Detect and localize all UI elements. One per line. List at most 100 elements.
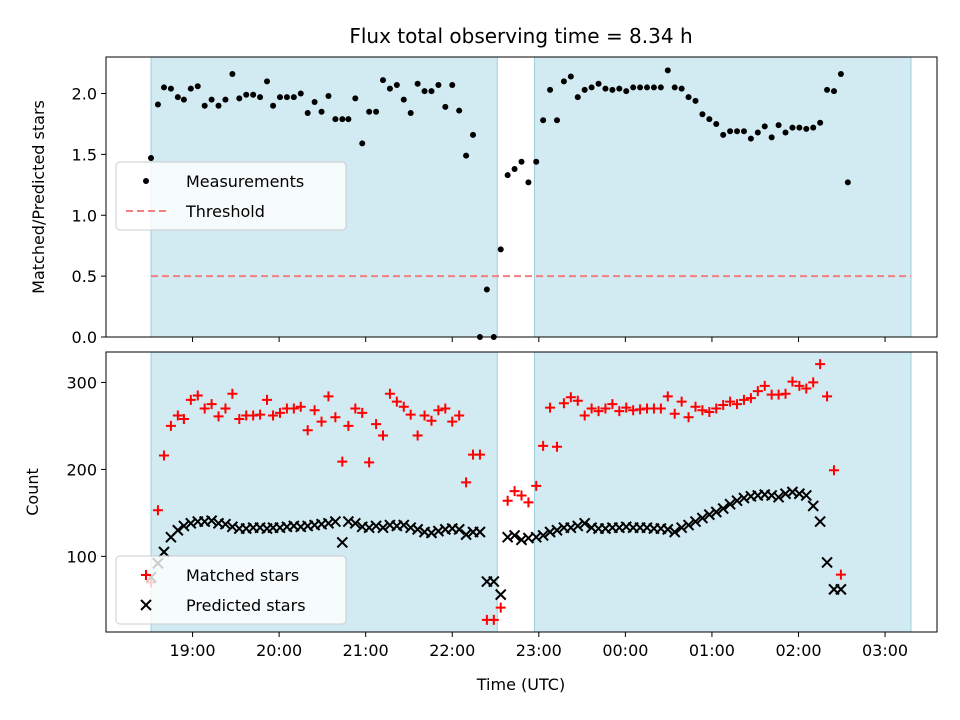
top-point-0-1 <box>154 101 161 108</box>
bottom-point-0-60 <box>558 398 569 409</box>
bottom-point-0-82 <box>711 403 722 414</box>
top-point-0-86 <box>740 128 747 135</box>
bottom-point-1-54 <box>515 534 528 546</box>
top-y-tick-label-3: 1.5 <box>72 145 97 164</box>
bottom-point-1-34 <box>377 521 389 534</box>
bottom-x-tick-label-4: 23:00 <box>516 641 562 660</box>
bottom-point-0-95 <box>801 383 812 394</box>
bottom-point-0-69 <box>621 402 632 413</box>
bottom-point-1-52 <box>501 531 514 543</box>
top-point-0-12 <box>229 71 236 78</box>
top-point-0-20 <box>283 94 290 101</box>
bottom-point-1-39 <box>411 523 424 536</box>
top-point-0-80 <box>699 111 706 118</box>
bottom-point-1-2 <box>158 546 170 558</box>
top-point-0-100 <box>837 71 844 78</box>
bottom-point-0-76 <box>669 408 680 419</box>
bottom-point-0-66 <box>600 403 611 414</box>
top-point-0-32 <box>366 108 373 115</box>
top-legend-label-0: Measurements <box>186 172 304 191</box>
chart-title: Flux total observing time = 8.34 h <box>349 24 692 48</box>
bottom-point-0-81 <box>704 407 715 417</box>
bottom-legend-marker-1 <box>140 599 152 611</box>
bottom-point-1-26 <box>322 517 335 530</box>
bottom-point-0-63 <box>579 410 590 421</box>
top-point-0-47 <box>470 131 477 138</box>
bottom-point-0-1 <box>152 505 163 516</box>
bottom-point-0-57 <box>538 440 549 451</box>
top-point-0-17 <box>264 78 271 85</box>
bottom-y-axis-label: Count <box>23 468 42 516</box>
top-point-0-101 <box>844 179 851 186</box>
bottom-point-0-21 <box>288 403 299 414</box>
top-point-0-91 <box>775 122 782 129</box>
top-point-0-6 <box>187 85 194 92</box>
top-point-0-34 <box>380 77 386 84</box>
bottom-point-0-26 <box>323 391 334 402</box>
bottom-point-0-8 <box>199 403 210 414</box>
bottom-point-0-87 <box>745 393 756 404</box>
bottom-x-tick-label-7: 02:00 <box>775 641 821 660</box>
bottom-point-1-27 <box>329 515 342 528</box>
bottom-point-0-30 <box>350 403 361 414</box>
bottom-point-0-18 <box>268 410 279 421</box>
top-point-0-57 <box>540 117 547 124</box>
bottom-point-0-13 <box>234 413 245 424</box>
bottom-point-1-53 <box>508 529 521 542</box>
bottom-point-0-51 <box>495 602 506 613</box>
bottom-point-1-97 <box>814 515 826 528</box>
top-point-0-76 <box>671 84 678 91</box>
bottom-x-tick-label-6: 01:00 <box>689 641 735 660</box>
top-axes-frame <box>105 56 938 338</box>
top-point-0-84 <box>727 128 734 135</box>
bottom-point-0-10 <box>213 411 224 422</box>
bottom-point-1-83 <box>717 502 729 515</box>
bottom-point-0-98 <box>822 391 833 402</box>
top-point-0-71 <box>637 84 644 91</box>
bottom-point-1-100 <box>835 583 847 596</box>
bottom-point-1-92 <box>779 488 792 500</box>
top-legend-marker-0 <box>143 178 149 184</box>
bottom-point-0-78 <box>683 412 694 423</box>
bottom-point-1-12 <box>226 521 239 533</box>
top-y-tick-label-2: 1.0 <box>72 206 97 225</box>
top-point-0-9 <box>208 96 215 103</box>
bottom-point-0-100 <box>835 569 846 580</box>
bottom-point-1-42 <box>432 525 445 537</box>
bottom-x-tick-label-2: 21:00 <box>343 641 389 660</box>
top-point-0-24 <box>311 99 318 106</box>
bottom-point-1-96 <box>807 500 819 512</box>
top-point-0-63 <box>581 86 588 93</box>
top-point-0-54 <box>518 158 525 165</box>
bottom-shaded-interval-1 <box>533 351 912 633</box>
top-point-0-92 <box>782 129 789 136</box>
top-y-tick-label-1: 0.5 <box>72 267 97 286</box>
bottom-point-0-65 <box>593 406 604 417</box>
top-point-0-96 <box>810 124 817 131</box>
bottom-point-0-28 <box>337 456 348 467</box>
bottom-point-1-86 <box>738 492 750 504</box>
bottom-point-0-17 <box>262 394 273 405</box>
top-point-0-69 <box>623 88 630 95</box>
top-point-0-35 <box>386 85 393 92</box>
bottom-point-0-77 <box>676 396 687 407</box>
bottom-point-1-33 <box>370 520 382 532</box>
bottom-point-0-97 <box>815 359 826 370</box>
top-point-0-28 <box>339 116 346 123</box>
top-point-0-65 <box>595 80 602 87</box>
bottom-point-0-94 <box>794 380 805 391</box>
top-point-0-81 <box>706 116 713 123</box>
bottom-legend: Matched stars Predicted stars <box>115 555 347 625</box>
bottom-point-1-95 <box>800 489 812 502</box>
top-point-0-19 <box>276 94 283 101</box>
bottom-point-1-5 <box>178 520 190 532</box>
top-point-0-64 <box>588 84 595 91</box>
bottom-point-0-33 <box>371 419 382 430</box>
bottom-point-0-11 <box>220 403 231 414</box>
bottom-point-0-50 <box>488 614 499 625</box>
bottom-point-1-45 <box>453 523 465 536</box>
bottom-point-0-43 <box>440 403 451 414</box>
bottom-legend-label-1: Predicted stars <box>186 596 306 615</box>
top-point-0-58 <box>547 86 554 93</box>
bottom-point-0-45 <box>454 410 465 421</box>
